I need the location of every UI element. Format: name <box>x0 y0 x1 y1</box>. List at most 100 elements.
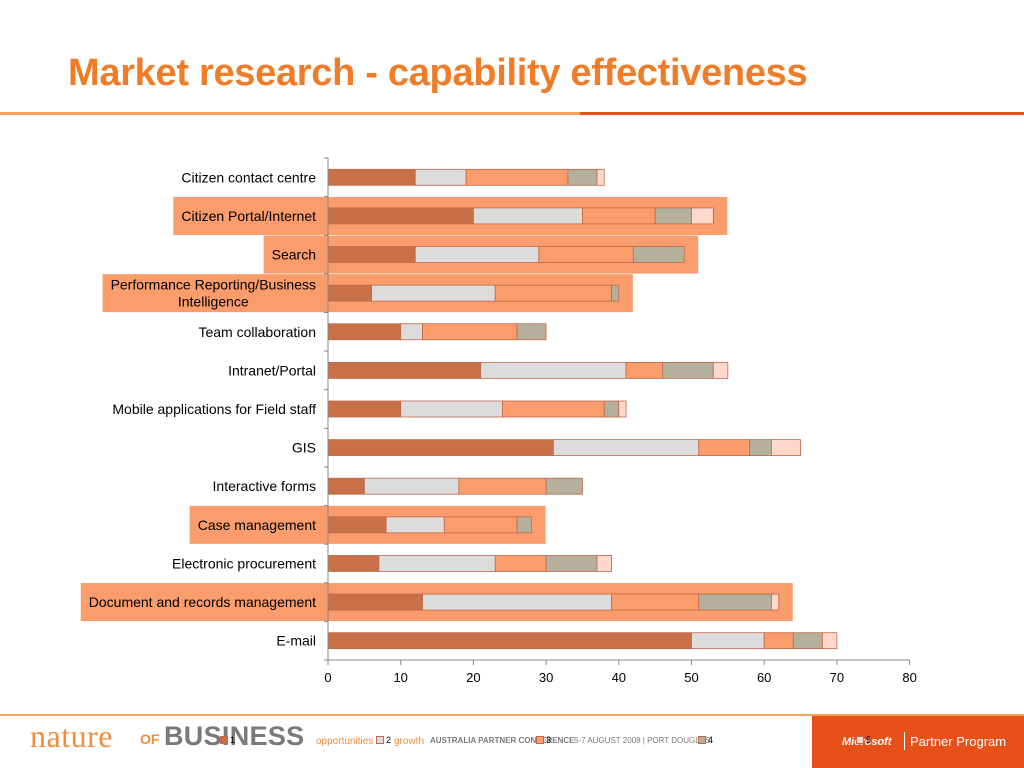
bar-segment <box>611 593 700 611</box>
brand-nature: nature <box>30 718 113 754</box>
bar-segment <box>538 246 634 263</box>
bar-segment <box>618 400 627 418</box>
bar-segment <box>771 593 780 611</box>
bar-segment <box>400 400 503 418</box>
x-tick-label: 20 <box>466 670 480 685</box>
bar-segment <box>712 361 729 379</box>
bar-segment <box>327 168 416 186</box>
category-label: Search <box>272 247 316 263</box>
bar-segment <box>363 477 460 495</box>
bar-segment <box>792 632 823 650</box>
bar-segment <box>516 323 547 341</box>
tagline-date: 5-7 AUGUST 2008 | PORT DOUGLAS <box>574 736 711 745</box>
bar-segment <box>545 477 583 495</box>
category-label: Mobile applications for Field staff <box>112 401 316 417</box>
category-label: GIS <box>292 440 316 456</box>
logo-separator <box>904 732 905 750</box>
bar-segment <box>763 632 794 650</box>
partner-program-panel: Microsoft Partner Program <box>812 716 1024 768</box>
bar-segment <box>480 361 627 379</box>
bar-segment <box>821 632 838 650</box>
legend-swatch <box>376 736 384 744</box>
bar-segment <box>327 439 554 457</box>
category-label: Case management <box>198 517 316 533</box>
bar-segment <box>327 555 380 572</box>
bar-segment <box>327 361 482 379</box>
bar-segment <box>582 207 656 225</box>
x-tick-label: 60 <box>757 670 771 685</box>
stacked-bar-chart: Citizen contact centre Citizen Portal/Int… <box>80 157 917 685</box>
brand-of: OF <box>140 731 160 747</box>
category-label: Citizen Portal/Internet <box>181 208 316 224</box>
bar-segment <box>632 246 685 263</box>
x-tick-label: 70 <box>830 670 844 685</box>
bar-segment <box>458 477 547 495</box>
category-label: Citizen contact centre <box>181 169 316 185</box>
bar-segment <box>385 516 445 534</box>
bar-segment <box>545 555 598 572</box>
slide-title: Market research - capability effectivene… <box>68 52 808 94</box>
legend-label: 2 <box>386 735 392 745</box>
bar-segment <box>443 516 518 534</box>
bar-segment <box>327 246 416 263</box>
tagline-growth: growth <box>394 736 425 747</box>
brand-business: BUSINESS <box>164 721 305 751</box>
footer-rule <box>0 714 1024 716</box>
bar-segment <box>691 207 714 225</box>
bar-segment <box>327 632 692 650</box>
bar-segment <box>698 593 772 611</box>
bar-segment <box>400 323 423 341</box>
bar-segment <box>552 439 700 457</box>
bar-segment <box>502 400 605 418</box>
bar-segment <box>749 439 772 457</box>
bar-segment <box>494 284 612 302</box>
x-tick-label: 80 <box>902 670 916 685</box>
bar-segment <box>414 168 467 186</box>
bar-segment <box>625 361 663 379</box>
bar-segment <box>414 246 540 263</box>
bar-segment <box>603 400 620 418</box>
bar-segment <box>327 207 474 225</box>
bar-segment <box>465 168 569 186</box>
legend-item: 2 <box>376 735 391 745</box>
tagline-opportunities: opportunities <box>316 736 374 747</box>
category-label: Team collaboration <box>198 324 316 340</box>
category-label: Performance Reporting/Business <box>111 277 316 293</box>
bar-segment <box>327 516 387 534</box>
x-tick-label: 30 <box>539 670 553 685</box>
category-label: Interactive forms <box>213 478 316 494</box>
bar-segment <box>422 593 612 611</box>
x-tick-label: 40 <box>612 670 626 685</box>
bar-segment <box>662 361 714 379</box>
bar-segment <box>596 168 605 186</box>
x-tick-label: 0 <box>324 670 331 685</box>
tagline-event: AUSTRALIA PARTNER CONFERENCE <box>430 736 575 745</box>
bar-segment <box>698 439 751 457</box>
bar-segment <box>327 323 402 341</box>
footer: nature OF BUSINESS opportunities growth … <box>0 716 1024 768</box>
title-rule <box>0 112 580 115</box>
bar-segment <box>494 555 547 572</box>
category-label: E-mail <box>276 633 316 649</box>
bar-segment <box>567 168 598 186</box>
bar-segment <box>472 207 583 225</box>
category-label: Intranet/Portal <box>228 362 316 378</box>
bar-segment <box>327 593 423 611</box>
title-rule-accent <box>580 112 1024 115</box>
x-tick-label: 10 <box>393 670 407 685</box>
category-label: Intelligence <box>178 294 249 310</box>
partner-program-label: Partner Program <box>910 734 1007 749</box>
bar-segment <box>327 284 373 302</box>
bar-segment <box>516 516 532 534</box>
bar-segment <box>691 632 765 650</box>
bar-segment <box>654 207 692 225</box>
bar-segment <box>596 555 612 572</box>
bar-segment <box>422 323 518 341</box>
bar-segment <box>371 284 496 302</box>
category-label: Document and records management <box>89 594 316 610</box>
bar-segment <box>327 477 365 495</box>
bar-segment <box>611 284 620 302</box>
bar-segment <box>771 439 801 457</box>
bar-segment <box>327 400 402 418</box>
microsoft-logo: Microsoft <box>842 736 892 748</box>
